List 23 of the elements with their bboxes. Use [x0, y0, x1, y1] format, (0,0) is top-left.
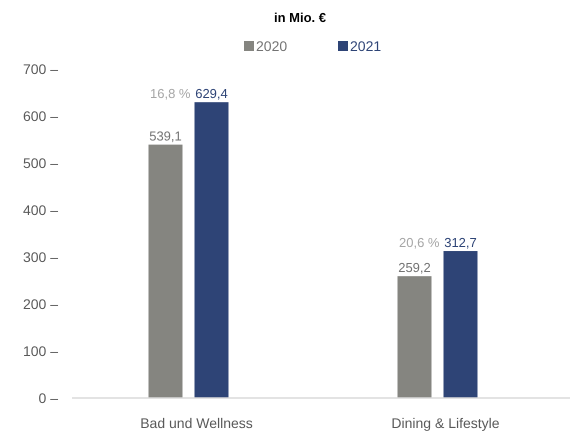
- x-tick-label: Dining & Lifestyle: [391, 415, 500, 431]
- annotation: 20,6 %: [399, 235, 440, 250]
- legend-label: 2020: [256, 38, 288, 54]
- data-label: 259,2: [398, 260, 431, 276]
- data-label: 539,1: [149, 128, 182, 144]
- annotation: 16,8 %: [150, 86, 191, 102]
- bar: [398, 276, 432, 398]
- bar: [148, 144, 182, 398]
- y-tick-label: 600 –: [22, 108, 58, 124]
- bar: [444, 251, 478, 398]
- y-tick-label: 300 –: [22, 249, 58, 265]
- data-label: 629,4: [195, 86, 228, 102]
- y-tick-label: 500 –: [22, 155, 58, 171]
- y-tick-label: 100 –: [22, 343, 58, 359]
- chart-title: in Mio. €: [274, 10, 326, 25]
- y-tick-label: 700 –: [22, 61, 58, 77]
- bar: [194, 102, 228, 398]
- y-tick-label: 0 –: [38, 390, 58, 406]
- data-label: 312,7: [444, 235, 477, 250]
- x-tick-label: Bad und Wellness: [140, 415, 253, 431]
- y-tick-label: 400 –: [22, 202, 58, 218]
- y-tick-label: 200 –: [22, 296, 58, 312]
- legend-label: 2021: [350, 38, 382, 54]
